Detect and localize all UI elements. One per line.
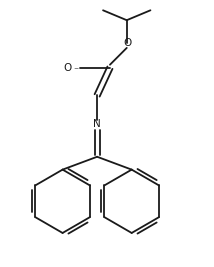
- Text: ⁻: ⁻: [73, 67, 78, 77]
- Text: N: N: [93, 119, 101, 129]
- Text: O: O: [63, 63, 72, 73]
- Text: O: O: [124, 38, 132, 48]
